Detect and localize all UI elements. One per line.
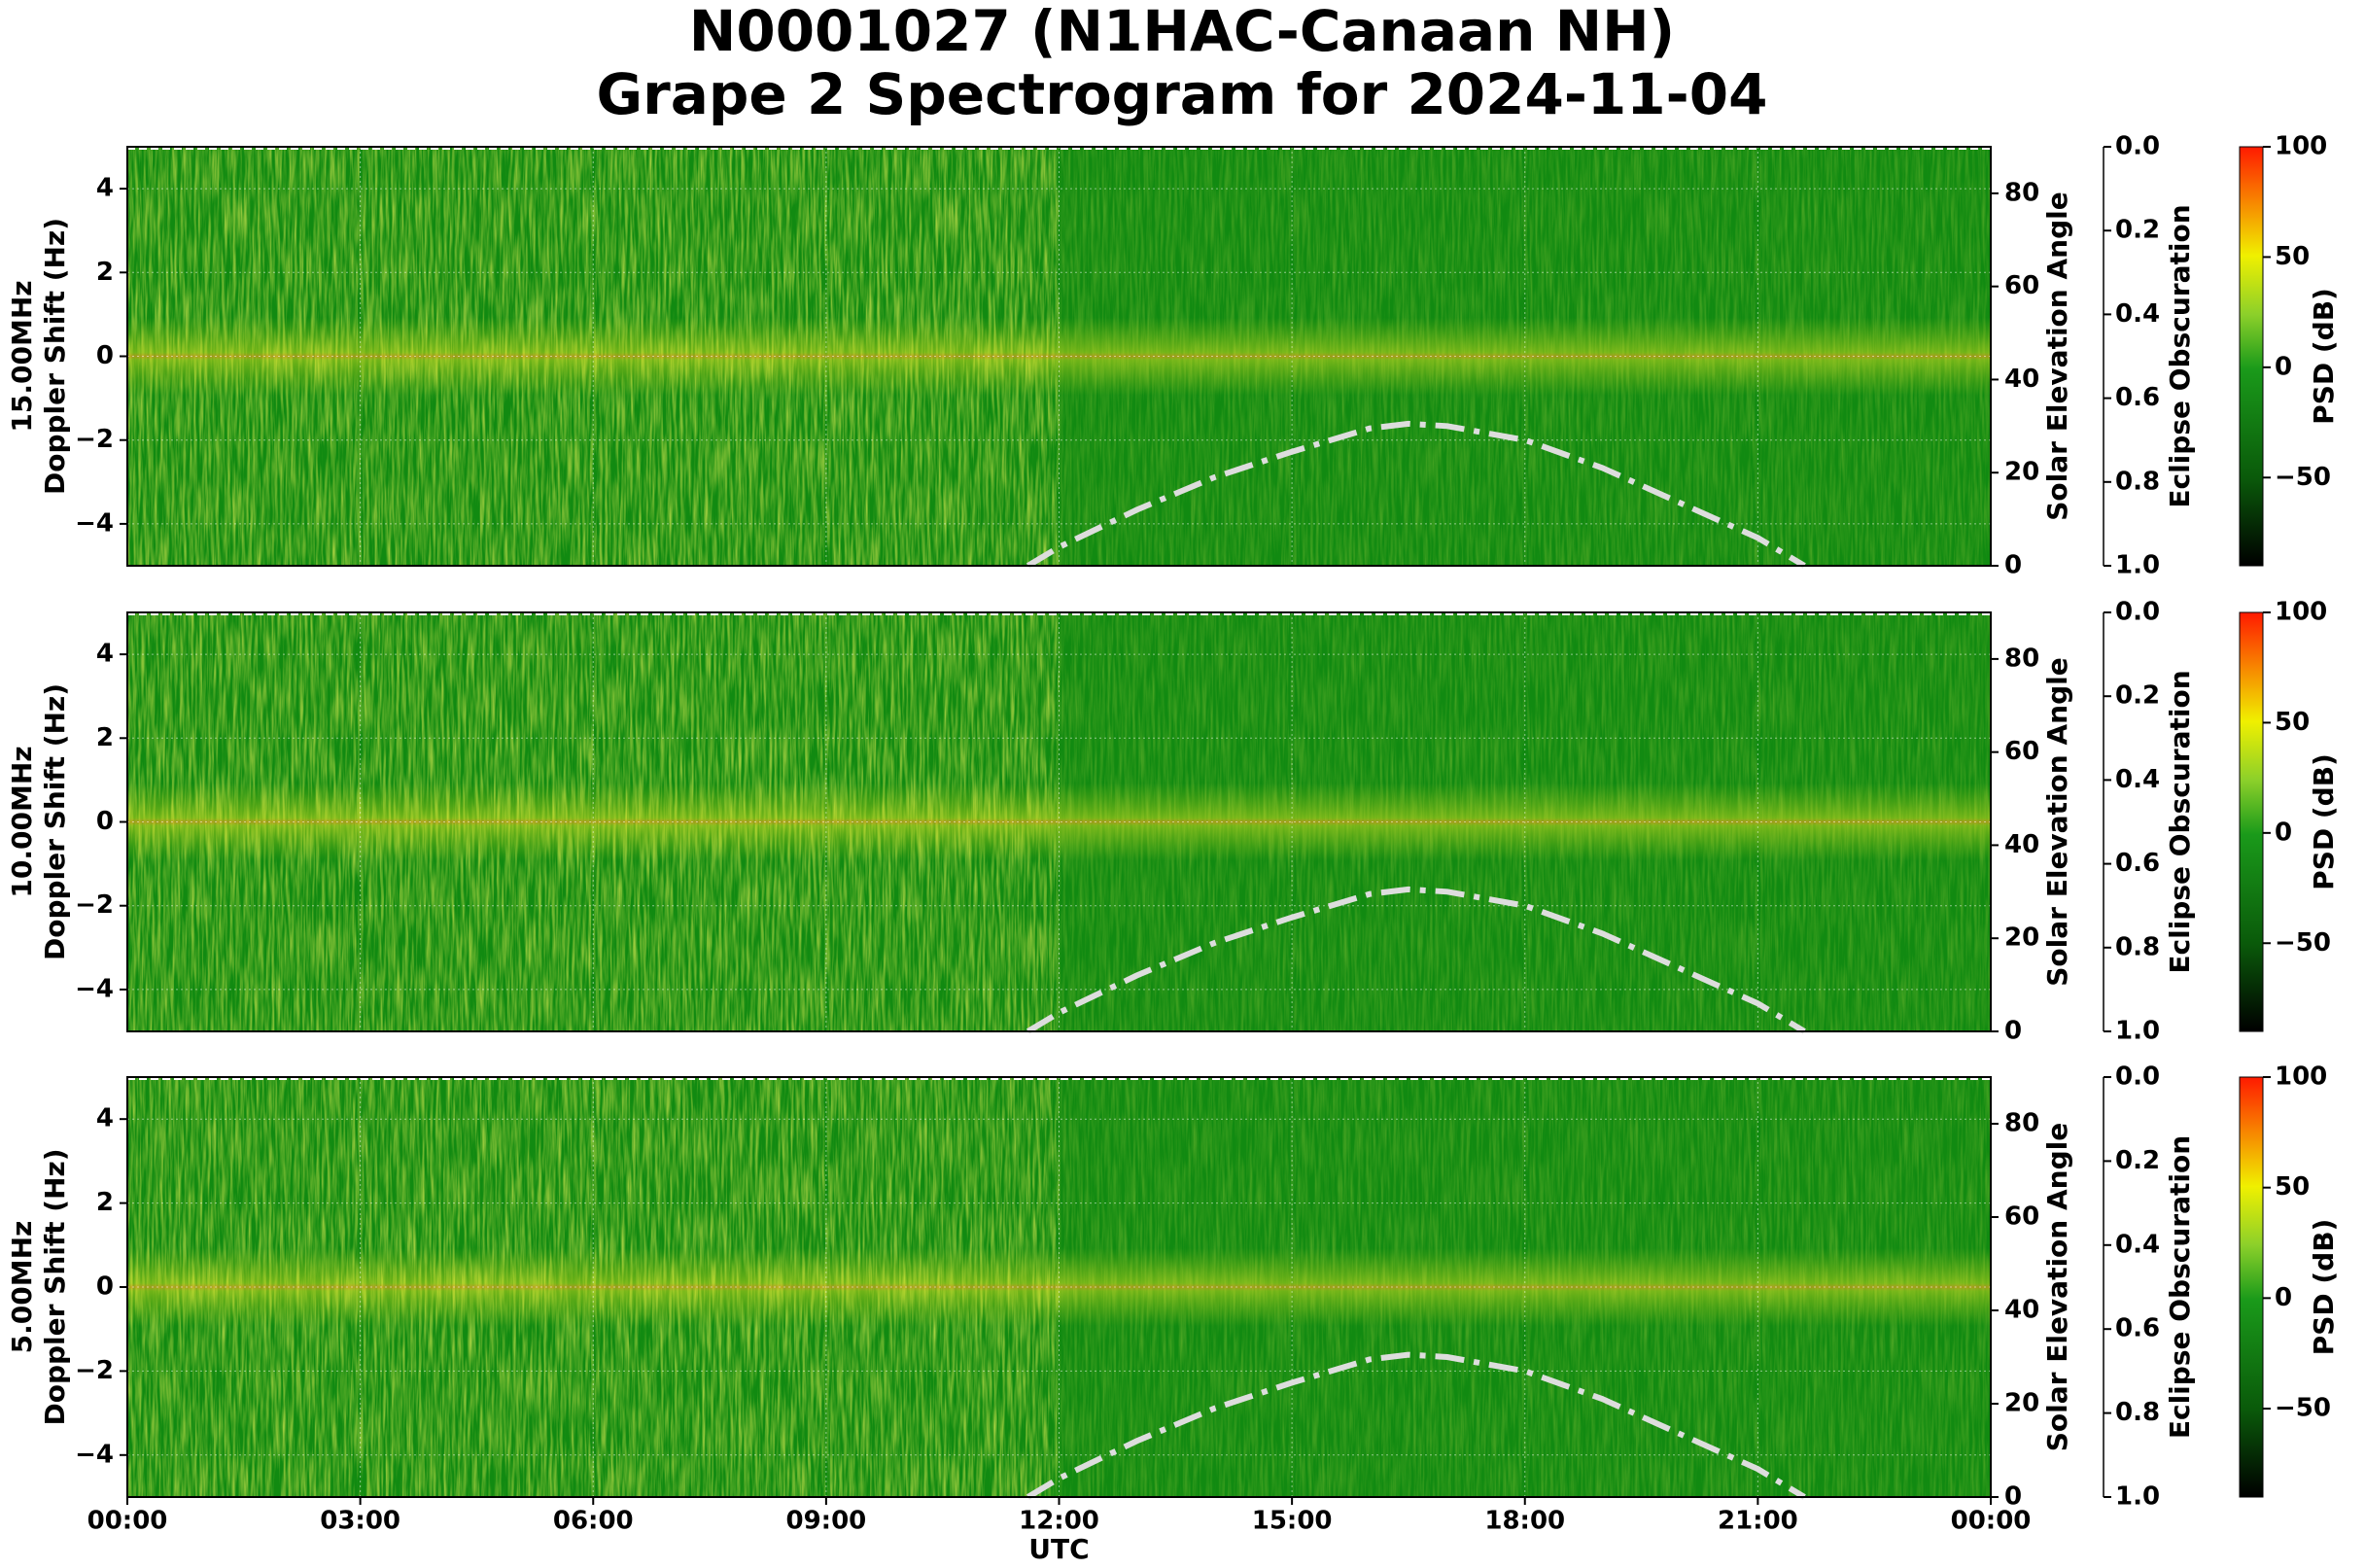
y2-tick-label: 60 [2004,1202,2039,1232]
y3-tick-label: 0.2 [2115,681,2160,711]
y-tick-label: 4 [96,1104,114,1133]
y3-tick-label: 1.0 [2115,1482,2160,1512]
x-tick-label: 00:00 [87,1507,168,1536]
y3-tick-label: 0.6 [2115,383,2160,412]
colorbar-tick-label: −50 [2275,928,2331,958]
y-axis-label: 5.00MHz [6,1221,38,1354]
y2-tick-label: 60 [2004,737,2039,766]
x-tick-label: 18:00 [1484,1507,1565,1536]
y2-tick-label: 80 [2004,1109,2039,1138]
y2-axis-label: Solar Elevation Angle [2041,657,2073,986]
y2-tick-label: 60 [2004,271,2039,300]
y-tick-label: −2 [75,890,114,920]
x-tick-label: 12:00 [1019,1507,1099,1536]
y-tick-label: 0 [96,341,114,370]
solar-elevation-curve [1026,886,1806,1034]
y2-tick-label: 20 [2004,1389,2039,1418]
title-line: N0001027 (N1HAC-Canaan NH) [689,0,1675,64]
colorbar-tick-label: 100 [2275,1063,2327,1092]
y-tick-label: 4 [96,174,114,203]
y2-tick-label: 80 [2004,178,2039,207]
y3-tick-label: 0.0 [2115,598,2160,627]
y2-tick-label: 0 [2004,1482,2022,1512]
y3-tick-label: 1.0 [2115,1017,2160,1046]
x-tick-label: 06:00 [553,1507,634,1536]
y-axis-label: 10.00MHz [6,746,38,897]
y-tick-label: −4 [75,1440,114,1469]
colorbar-tick-label: −50 [2275,463,2331,492]
x-axis-label: UTC [1028,1533,1089,1565]
y-axis-label: Doppler Shift (Hz) [39,683,71,960]
y3-tick-label: 0.0 [2115,132,2160,161]
y-tick-label: −2 [75,1356,114,1385]
colorbar-tick-label: 50 [2275,242,2310,271]
y-tick-label: 2 [96,1188,114,1217]
colorbar-tick-label: 100 [2275,132,2327,161]
y2-axis-label: Solar Elevation Angle [2041,1123,2073,1451]
x-tick-label: 09:00 [785,1507,866,1536]
colorbar [2239,1076,2264,1498]
y2-tick-label: 20 [2004,923,2039,953]
y2-tick-label: 40 [2004,365,2039,394]
colorbar-label: PSD (dB) [2308,753,2340,890]
y3-tick-label: 0.6 [2115,849,2160,878]
colorbar [2239,611,2264,1032]
y-tick-label: 4 [96,640,114,669]
colorbar-tick-label: 0 [2275,1283,2292,1312]
y2-axis-label: Solar Elevation Angle [2041,192,2073,520]
y-axis-label: Doppler Shift (Hz) [39,218,71,495]
y3-axis-label: Eclipse Obscuration [2164,204,2196,507]
y3-tick-label: 0.2 [2115,216,2160,245]
y3-tick-label: 0.2 [2115,1146,2160,1175]
solar-elevation-curve [1026,420,1806,569]
colorbar-tick-label: 50 [2275,708,2310,737]
y3-tick-label: 1.0 [2115,551,2160,580]
y-tick-label: 2 [96,258,114,287]
y3-tick-label: 0.8 [2115,932,2160,961]
y3-tick-label: 0.6 [2115,1314,2160,1343]
y-tick-label: 0 [96,1272,114,1302]
y2-tick-label: 20 [2004,458,2039,487]
y2-tick-label: 0 [2004,1017,2022,1046]
y3-tick-label: 0.8 [2115,1398,2160,1427]
y-tick-label: −4 [75,974,114,1003]
y-tick-label: 2 [96,723,114,752]
y-tick-label: 0 [96,807,114,836]
y-tick-label: −2 [75,425,114,454]
x-tick-label: 00:00 [1951,1507,2032,1536]
y-axis-label: 15.00MHz [6,280,38,432]
colorbar-label: PSD (dB) [2308,1219,2340,1356]
title-line: Grape 2 Spectrogram for 2024-11-04 [597,61,1768,127]
x-tick-label: 15:00 [1252,1507,1333,1536]
y3-axis-label: Eclipse Obscuration [2164,670,2196,973]
y-axis-label: Doppler Shift (Hz) [39,1148,71,1425]
y3-tick-label: 0.4 [2115,765,2160,794]
y3-tick-label: 0.8 [2115,467,2160,496]
colorbar-tick-label: 50 [2275,1172,2310,1202]
y3-tick-label: 0.4 [2115,1230,2160,1259]
y3-tick-label: 0.4 [2115,299,2160,329]
colorbar-tick-label: 0 [2275,818,2292,847]
colorbar [2239,146,2264,567]
y2-tick-label: 0 [2004,551,2022,580]
y2-tick-label: 40 [2004,1296,2039,1325]
y2-tick-label: 40 [2004,830,2039,859]
y3-tick-label: 0.0 [2115,1063,2160,1092]
colorbar-label: PSD (dB) [2308,288,2340,425]
x-tick-label: 21:00 [1718,1507,1798,1536]
solar-elevation-curve [1026,1351,1806,1500]
colorbar-tick-label: 0 [2275,352,2292,381]
colorbar-tick-label: 100 [2275,598,2327,627]
y-tick-label: −4 [75,508,114,538]
colorbar-tick-label: −50 [2275,1394,2331,1423]
y3-axis-label: Eclipse Obscuration [2164,1135,2196,1439]
y2-tick-label: 80 [2004,644,2039,673]
x-tick-label: 03:00 [320,1507,400,1536]
